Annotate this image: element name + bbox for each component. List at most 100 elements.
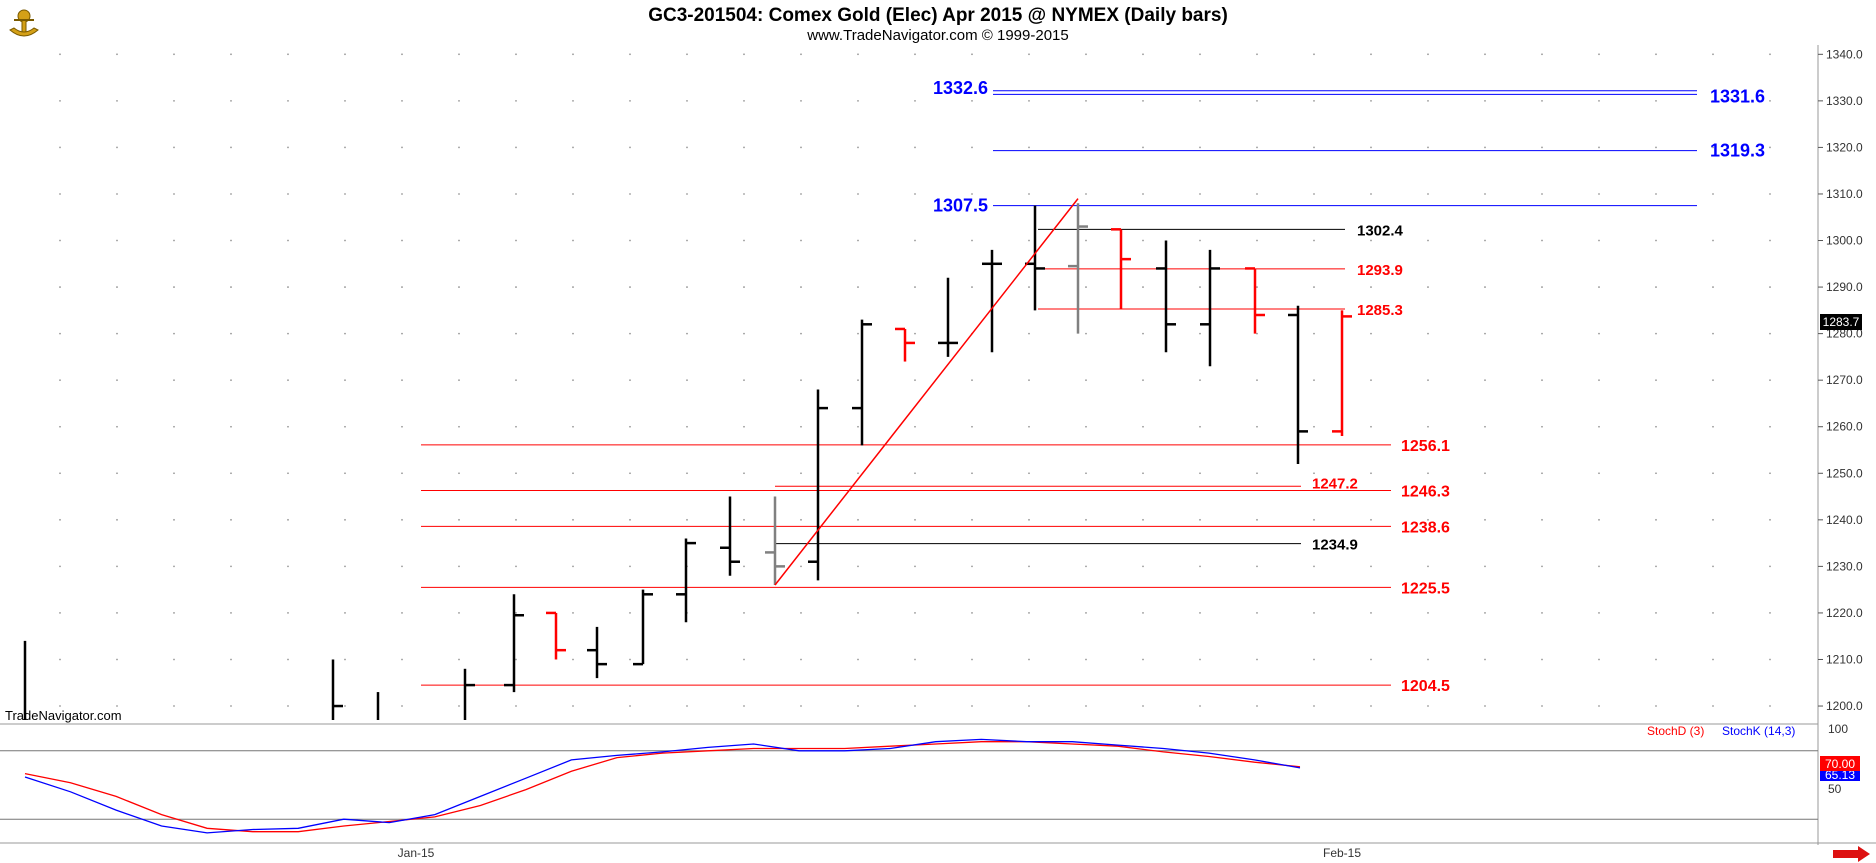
grid-dot xyxy=(1085,658,1087,661)
grid-dot xyxy=(116,146,118,149)
grid-dot xyxy=(686,146,688,149)
grid-dot xyxy=(1085,193,1087,195)
grid-dot xyxy=(1655,99,1657,102)
grid-dot xyxy=(59,705,61,707)
grid-dot xyxy=(1427,239,1429,242)
grid-dot xyxy=(230,705,232,707)
grid-dot xyxy=(230,658,232,661)
grid-dot xyxy=(1370,332,1372,335)
last-price-label: 1283.7 xyxy=(1823,315,1860,329)
grid-dot xyxy=(971,425,973,428)
grid-dot xyxy=(1655,705,1657,707)
grid-dot xyxy=(743,193,745,195)
grid-dot xyxy=(914,146,916,149)
grid-dot xyxy=(1085,379,1087,382)
grid-dot xyxy=(971,379,973,382)
grid-dot xyxy=(1199,612,1201,614)
grid-dot xyxy=(857,239,859,242)
grid-dot xyxy=(1370,472,1372,475)
grid-dot xyxy=(857,425,859,428)
level-label-1285.3: 1285.3 xyxy=(1357,302,1403,319)
grid-dot xyxy=(1028,472,1030,475)
grid-dot xyxy=(1541,53,1543,56)
grid-dot xyxy=(572,705,574,707)
grid-dot xyxy=(515,332,517,335)
grid-dot xyxy=(230,53,232,56)
grid-dot xyxy=(629,425,631,428)
grid-dot xyxy=(59,239,61,242)
grid-dot xyxy=(458,286,460,288)
grid-dot xyxy=(743,286,745,288)
grid-dot xyxy=(800,286,802,288)
grid-dot xyxy=(1028,705,1030,707)
grid-dot xyxy=(287,379,289,382)
level-label-1319.3: 1319.3 xyxy=(1710,141,1765,161)
grid-dot xyxy=(458,239,460,242)
grid-dot xyxy=(1256,332,1258,335)
grid-dot xyxy=(1769,286,1771,288)
grid-dot xyxy=(1655,146,1657,149)
grid-dot xyxy=(59,379,61,382)
scroll-right-arrow-icon[interactable] xyxy=(1833,846,1870,862)
grid-dot xyxy=(173,332,175,335)
level-label-1225.5: 1225.5 xyxy=(1401,580,1450,597)
grid-dot xyxy=(458,379,460,382)
grid-dot xyxy=(1427,99,1429,102)
grid-dot xyxy=(458,193,460,195)
grid-dot xyxy=(914,53,916,56)
grid-dot xyxy=(1370,99,1372,102)
grid-dot xyxy=(1541,379,1543,382)
grid-dot xyxy=(914,705,916,707)
grid-dot xyxy=(1712,332,1714,335)
grid-dot xyxy=(743,425,745,428)
level-label-1293.9: 1293.9 xyxy=(1357,262,1403,279)
grid-dot xyxy=(230,379,232,382)
level-label-1331.6: 1331.6 xyxy=(1710,86,1765,106)
grid-dot xyxy=(287,53,289,56)
y-tick-label: 1270.0 xyxy=(1826,373,1863,387)
grid-dot xyxy=(1085,146,1087,149)
grid-dot xyxy=(629,239,631,242)
grid-dot xyxy=(1598,472,1600,475)
grid-dot xyxy=(116,239,118,242)
grid-dot xyxy=(401,705,403,707)
grid-dot xyxy=(971,239,973,242)
chart-subtitle: www.TradeNavigator.com © 1999-2015 xyxy=(806,27,1068,44)
grid-dot xyxy=(344,472,346,475)
y-axis: 1200.0 1210.0 1220.0 1230.0 1240.0 1250.0 1260… xyxy=(1818,47,1863,713)
grid-dot xyxy=(971,705,973,707)
grid-dot xyxy=(743,472,745,475)
grid-dot xyxy=(116,53,118,56)
grid-dot xyxy=(230,518,232,521)
y-tick-label: 1250.0 xyxy=(1826,466,1863,480)
grid-dot xyxy=(116,472,118,475)
x-label-feb: Feb-15 xyxy=(1323,846,1361,860)
grid-dot xyxy=(230,239,232,242)
grid-dot xyxy=(572,286,574,288)
grid-dot xyxy=(287,472,289,475)
grid-dot xyxy=(230,565,232,568)
grid-dot xyxy=(344,518,346,521)
grid-dot xyxy=(1256,379,1258,382)
grid-dot xyxy=(401,193,403,195)
grid-dot xyxy=(1598,332,1600,335)
grid-dot xyxy=(857,612,859,614)
grid-dot xyxy=(686,286,688,288)
grid-dot xyxy=(914,612,916,614)
grid-dot xyxy=(857,518,859,521)
y-tick-label: 1320.0 xyxy=(1826,140,1863,154)
grid-dot xyxy=(572,425,574,428)
grid-dot xyxy=(1313,612,1315,614)
grid-dot xyxy=(1655,332,1657,335)
grid-dot xyxy=(1598,193,1600,195)
grid-dot xyxy=(515,565,517,568)
grid-dot xyxy=(1712,53,1714,56)
grid-dot xyxy=(1541,193,1543,195)
grid-dot xyxy=(914,239,916,242)
grid-dot xyxy=(1199,565,1201,568)
grid-dot xyxy=(1256,286,1258,288)
price-bar xyxy=(938,277,958,357)
grid-dot xyxy=(1427,425,1429,428)
grid-dot xyxy=(173,612,175,614)
grid-dot xyxy=(686,425,688,428)
